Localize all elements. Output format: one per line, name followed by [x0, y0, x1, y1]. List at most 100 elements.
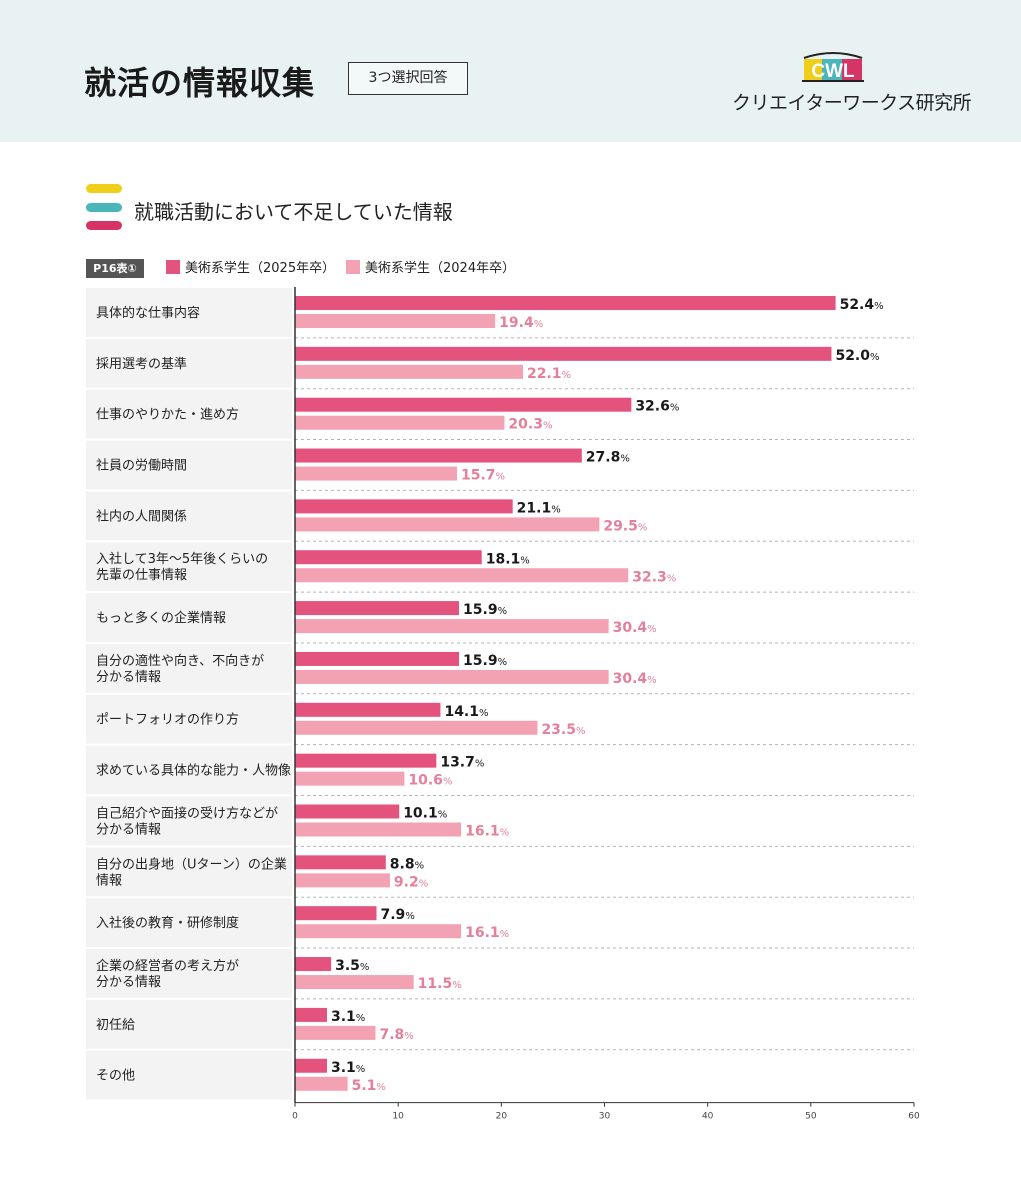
category-label: 求めている具体的な能力・人物像	[96, 763, 291, 779]
value-label-2025: 52.4%	[840, 297, 884, 313]
bar-2025	[295, 855, 386, 870]
value-label-2025: 7.9%	[381, 907, 415, 923]
category-cell	[86, 745, 292, 795]
category-label: 分かる情報	[96, 822, 161, 837]
marker-yellow	[86, 184, 122, 193]
category-label: 先輩の仕事情報	[96, 568, 187, 583]
category-label: 初任給	[96, 1018, 135, 1033]
category-label: 分かる情報	[96, 670, 161, 685]
category-cell	[86, 440, 292, 490]
logo-mark-text: CWL	[811, 61, 855, 82]
value-label-2025: 13.7%	[440, 755, 484, 771]
bar-2025	[295, 550, 482, 565]
x-tick-label: 0	[292, 1112, 298, 1122]
value-label-2024: 19.4%	[499, 315, 543, 331]
category-label: 具体的な仕事内容	[96, 305, 200, 321]
category-cell	[86, 491, 292, 541]
x-tick-label: 30	[599, 1112, 611, 1122]
category-label: 入社後の教育・研修制度	[96, 915, 239, 931]
value-label-2024: 30.4%	[613, 620, 657, 636]
x-tick-label: 60	[908, 1112, 920, 1122]
value-label-2025: 3.1%	[331, 1060, 365, 1076]
x-tick-label: 40	[702, 1112, 714, 1122]
category-cell	[86, 542, 292, 592]
category-label: 仕事のやりかた・進め方	[96, 407, 239, 423]
category-label: 採用選考の基準	[96, 356, 187, 372]
category-cell	[86, 999, 292, 1049]
bar-2025	[295, 601, 460, 616]
legend-item-2025: 美術系学生（2025年卒）	[166, 260, 335, 278]
bar-2024	[295, 924, 462, 939]
value-label-2024: 29.5%	[603, 518, 647, 534]
value-label-2024: 7.8%	[379, 1027, 413, 1043]
bar-2024	[295, 975, 414, 990]
cwl-logo-icon: CWL	[802, 52, 864, 82]
category-cell	[86, 694, 292, 744]
category-label: 社員の労働時間	[96, 457, 187, 473]
bar-2024	[295, 669, 609, 684]
category-cell	[86, 593, 292, 642]
value-label-2024: 16.1%	[465, 824, 509, 840]
bar-2024	[295, 771, 405, 786]
value-label-2025: 27.8%	[586, 450, 630, 466]
table-tag: P16表①	[86, 259, 144, 278]
bar-2025	[295, 346, 832, 361]
category-label: その他	[96, 1069, 135, 1084]
category-cell	[86, 389, 292, 439]
page-title: 就活の情報収集	[84, 64, 316, 102]
marker-magenta	[86, 221, 122, 230]
value-label-2025: 18.1%	[486, 551, 530, 567]
header-band: 就活の情報収集 3つ選択回答 CWL クリエイターワークス研究所	[0, 0, 1021, 142]
category-cell	[86, 643, 292, 693]
section-marker	[86, 184, 122, 230]
marker-teal	[86, 203, 122, 212]
category-cell	[86, 898, 292, 948]
value-label-2024: 22.1%	[527, 366, 571, 382]
bar-2024	[295, 568, 629, 583]
answer-type-badge: 3つ選択回答	[348, 62, 468, 95]
category-label: 自分の出身地（Uターン）の企業	[96, 856, 287, 872]
x-tick-label: 20	[496, 1112, 508, 1122]
value-label-2025: 52.0%	[835, 348, 879, 364]
bar-2025	[295, 753, 437, 768]
value-label-2024: 5.1%	[352, 1078, 386, 1094]
value-label-2025: 8.8%	[390, 856, 424, 872]
value-label-2024: 10.6%	[408, 773, 452, 789]
category-cell	[86, 338, 292, 388]
bar-2024	[295, 415, 505, 430]
category-cell	[86, 288, 292, 337]
value-label-2025: 15.9%	[463, 653, 507, 669]
category-label: 自己紹介や面接の受け方などが	[96, 805, 278, 821]
bar-2025	[295, 651, 460, 666]
value-label-2024: 9.2%	[394, 874, 428, 890]
category-cell	[86, 949, 292, 998]
bar-2024	[295, 314, 496, 328]
value-label-2025: 21.1%	[517, 500, 561, 516]
value-label-2024: 11.5%	[418, 976, 462, 992]
value-label-2025: 14.1%	[444, 704, 488, 720]
value-label-2024: 30.4%	[613, 671, 657, 687]
x-tick-label: 50	[805, 1112, 817, 1122]
bar-2024	[295, 517, 600, 532]
legend-label-2025: 美術系学生（2025年卒）	[185, 261, 336, 276]
legend-label-2024: 美術系学生（2024年卒）	[365, 261, 516, 276]
bar-2025	[295, 702, 441, 717]
bar-2025	[295, 448, 582, 463]
bar-2025	[295, 296, 836, 310]
bar-2025	[295, 957, 332, 972]
value-label-2024: 32.3%	[632, 569, 676, 585]
category-label: 入社して3年〜5年後くらいの	[96, 551, 268, 567]
category-cell	[86, 847, 292, 897]
value-label-2025: 32.6%	[635, 399, 679, 415]
category-label: 社内の人間関係	[96, 508, 187, 524]
value-label-2025: 10.1%	[403, 806, 447, 822]
category-label: ポートフォリオの作り方	[96, 712, 239, 728]
bar-2024	[295, 1076, 348, 1091]
bar-2024	[295, 822, 462, 837]
category-label: もっと多くの企業情報	[96, 610, 226, 626]
logo-text: クリエイターワークス研究所	[732, 92, 972, 114]
bar-2025	[295, 906, 377, 921]
value-label-2024: 20.3%	[508, 417, 552, 433]
legend-swatch-2024	[346, 260, 360, 274]
